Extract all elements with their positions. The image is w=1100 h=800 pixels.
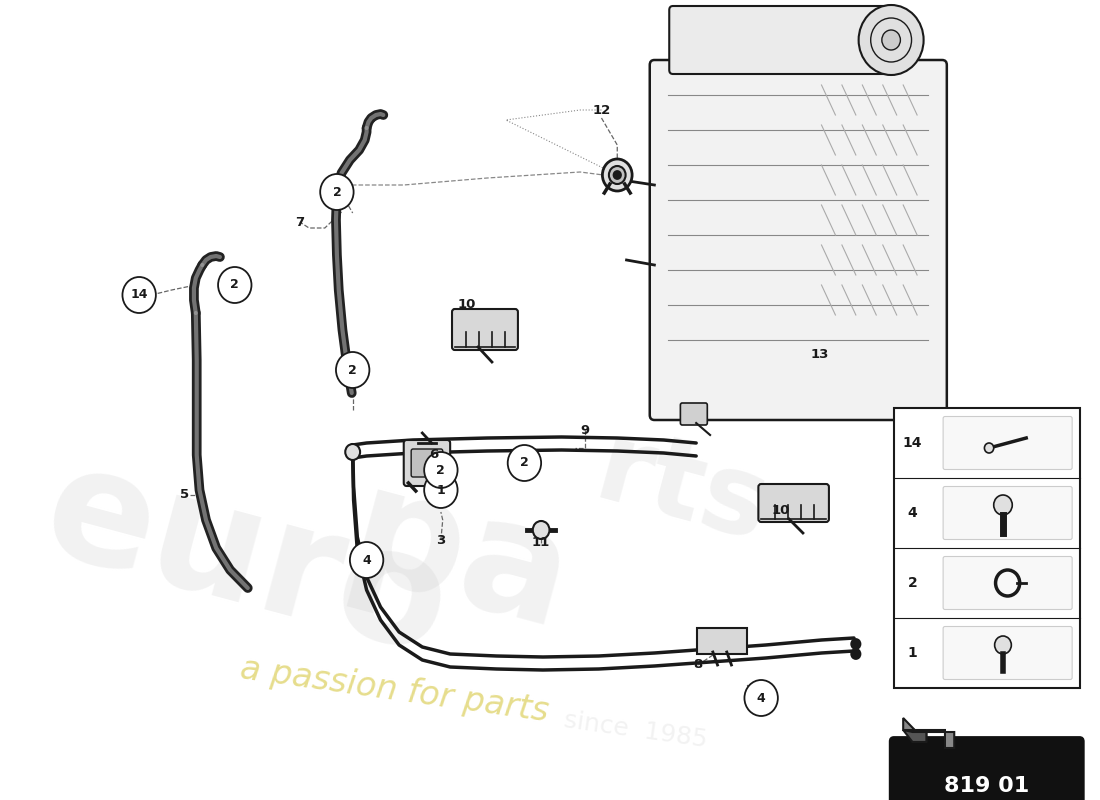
FancyBboxPatch shape	[943, 557, 1072, 610]
Text: 10: 10	[458, 298, 476, 311]
FancyBboxPatch shape	[943, 626, 1072, 679]
FancyBboxPatch shape	[452, 309, 518, 350]
Text: 14: 14	[903, 436, 922, 450]
Circle shape	[984, 443, 993, 453]
Text: 2: 2	[349, 363, 358, 377]
Circle shape	[745, 680, 778, 716]
Polygon shape	[903, 730, 926, 742]
FancyBboxPatch shape	[697, 628, 747, 654]
Circle shape	[345, 444, 360, 460]
Text: 3: 3	[437, 534, 446, 546]
Text: 4: 4	[908, 506, 917, 520]
Circle shape	[859, 5, 924, 75]
Text: 2: 2	[230, 278, 239, 291]
Text: 10: 10	[771, 503, 790, 517]
Text: 11: 11	[532, 537, 550, 550]
Polygon shape	[903, 718, 954, 748]
Text: 4: 4	[362, 554, 371, 566]
Text: 819 01: 819 01	[944, 775, 1030, 795]
Circle shape	[218, 267, 252, 303]
FancyBboxPatch shape	[943, 486, 1072, 539]
Text: 13: 13	[811, 349, 828, 362]
Text: 4: 4	[757, 691, 766, 705]
FancyBboxPatch shape	[404, 440, 450, 486]
Circle shape	[320, 174, 353, 210]
Text: 5: 5	[180, 489, 189, 502]
FancyBboxPatch shape	[681, 403, 707, 425]
FancyBboxPatch shape	[411, 449, 442, 477]
Text: 7: 7	[295, 215, 305, 229]
Text: 1: 1	[908, 646, 917, 660]
Circle shape	[350, 542, 383, 578]
Text: euro: euro	[28, 432, 464, 688]
Text: 2: 2	[332, 186, 341, 198]
Text: 2: 2	[908, 576, 917, 590]
Text: 1: 1	[437, 483, 446, 497]
Circle shape	[508, 445, 541, 481]
Circle shape	[851, 649, 860, 659]
Text: 8: 8	[693, 658, 703, 671]
Circle shape	[994, 636, 1011, 654]
Circle shape	[336, 352, 370, 388]
Text: pa: pa	[332, 457, 586, 663]
Text: 2: 2	[437, 463, 446, 477]
FancyBboxPatch shape	[890, 738, 1084, 800]
Circle shape	[603, 159, 632, 191]
Circle shape	[425, 452, 458, 488]
Text: 14: 14	[131, 289, 147, 302]
Circle shape	[122, 277, 156, 313]
FancyBboxPatch shape	[650, 60, 947, 420]
Text: 12: 12	[593, 103, 611, 117]
FancyBboxPatch shape	[669, 6, 890, 74]
Circle shape	[614, 171, 622, 179]
Text: a passion for parts: a passion for parts	[238, 652, 551, 728]
Circle shape	[609, 166, 626, 184]
FancyBboxPatch shape	[943, 417, 1072, 470]
Text: 9: 9	[580, 423, 590, 437]
FancyBboxPatch shape	[758, 484, 829, 522]
Text: rts: rts	[584, 416, 780, 564]
Circle shape	[425, 472, 458, 508]
Circle shape	[851, 639, 860, 649]
Circle shape	[532, 521, 550, 539]
Circle shape	[993, 495, 1012, 515]
Circle shape	[882, 30, 901, 50]
Text: 2: 2	[520, 457, 529, 470]
Text: since  1985: since 1985	[562, 708, 710, 752]
FancyBboxPatch shape	[894, 408, 1079, 688]
Text: 6: 6	[429, 449, 438, 462]
